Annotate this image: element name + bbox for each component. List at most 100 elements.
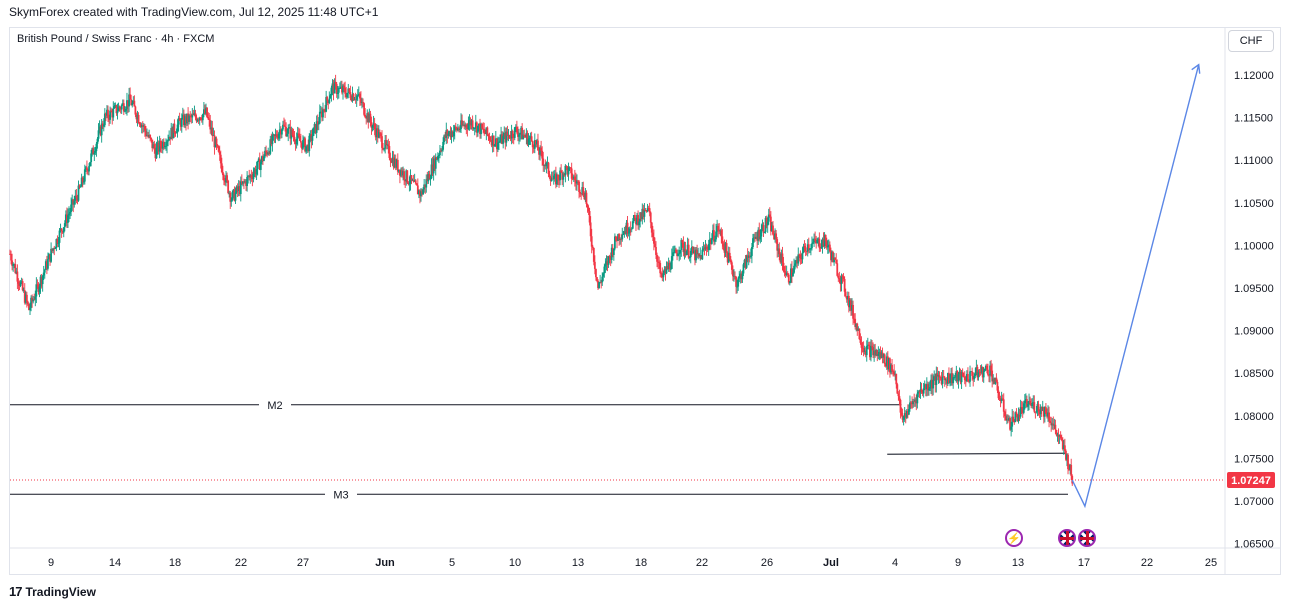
uk-flag-icon[interactable] (1078, 529, 1096, 547)
candle-body (1066, 454, 1068, 460)
candle-body (360, 98, 362, 104)
candle-body (119, 108, 122, 110)
bolt-icon[interactable]: ⚡ (1005, 529, 1023, 547)
candle-body (227, 180, 230, 193)
candle-body (332, 83, 335, 94)
candle-body (434, 157, 437, 169)
arrow-head (1191, 63, 1201, 74)
candle-body (13, 264, 16, 265)
candle-body (419, 190, 421, 197)
candle-body (39, 276, 42, 287)
candle-body (483, 128, 486, 133)
candle-body (525, 132, 528, 138)
candle-body (896, 384, 899, 394)
candle-body (480, 123, 482, 135)
candle-body (1007, 419, 1009, 421)
candle-body (1046, 413, 1048, 417)
candle-body (173, 123, 176, 133)
candle-body (277, 133, 280, 139)
candle-body (271, 135, 274, 145)
candle-body (255, 169, 258, 175)
candle-body (523, 134, 526, 137)
candle-body (175, 132, 178, 134)
candle-body (973, 375, 976, 380)
candle-body (405, 170, 408, 182)
last-price-label: 1.07247 (1231, 475, 1271, 487)
candle-body (867, 344, 870, 346)
candle-body (251, 177, 254, 180)
candle-body (782, 262, 785, 272)
candle-body (258, 158, 261, 170)
candle-body (925, 384, 928, 390)
candle-body (706, 248, 709, 250)
candle-body (865, 345, 868, 356)
candle-body (816, 239, 819, 244)
candle-body (736, 286, 739, 288)
candle-body (37, 284, 40, 292)
candle-body (793, 265, 795, 273)
candle-body (443, 135, 446, 142)
uk-flag-icon[interactable] (1058, 529, 1076, 547)
candle-body (1000, 398, 1003, 402)
candle-body (1068, 469, 1070, 470)
candle-body (801, 252, 804, 260)
candle-body (786, 273, 789, 275)
currency-button[interactable]: CHF (1228, 30, 1274, 52)
candle-body (52, 248, 55, 251)
candle-body (127, 100, 129, 107)
candle-body (89, 162, 91, 167)
candle-body (190, 115, 193, 118)
tradingview-footer[interactable]: 17 TradingView (9, 584, 96, 599)
candle-body (851, 305, 853, 311)
candle-body (454, 126, 457, 128)
x-tick-label: 18 (635, 557, 647, 569)
candle-body (649, 212, 652, 223)
candle-body (934, 376, 937, 386)
candle-body (463, 124, 466, 127)
candle-body (103, 113, 106, 126)
candle-body (86, 167, 88, 170)
candle-body (532, 147, 535, 149)
candle-body (192, 114, 195, 116)
candle-body (521, 127, 524, 140)
candle-body (268, 152, 271, 154)
candle-body (188, 115, 191, 122)
candle-body (745, 255, 748, 268)
candle-body (806, 244, 809, 252)
candle-body (623, 231, 626, 235)
candle-body (154, 149, 157, 159)
candle-body (303, 138, 305, 141)
candle-body (164, 146, 166, 148)
candle-body (812, 242, 814, 244)
candle-body (615, 236, 617, 241)
candle-body (914, 399, 917, 402)
candle-body (342, 85, 344, 93)
candle-body (1017, 414, 1020, 422)
symbol-title[interactable]: British Pound / Swiss Franc · 4h · FXCM (17, 33, 215, 45)
candle-body (936, 373, 939, 377)
candle-body (710, 238, 713, 244)
candle-body (290, 129, 293, 139)
candle-body (1054, 424, 1057, 430)
candle-body (179, 120, 182, 127)
candle-body (150, 137, 153, 140)
candle-body (322, 109, 324, 118)
candle-body (24, 294, 27, 303)
candle-body (579, 191, 582, 194)
candle-body (644, 210, 647, 211)
candle-body (604, 264, 607, 267)
candle-body (72, 199, 75, 205)
candle-body (933, 376, 936, 381)
candle-body (699, 255, 702, 257)
candle-body (341, 86, 343, 93)
candle-body (559, 170, 561, 181)
candle-body (113, 106, 116, 109)
candle-body (902, 416, 905, 420)
candle-body (780, 253, 783, 263)
candle-body (401, 170, 403, 176)
candle-body (207, 117, 210, 119)
candle-body (922, 388, 925, 394)
candle-body (761, 225, 764, 230)
candle-body (424, 184, 427, 188)
